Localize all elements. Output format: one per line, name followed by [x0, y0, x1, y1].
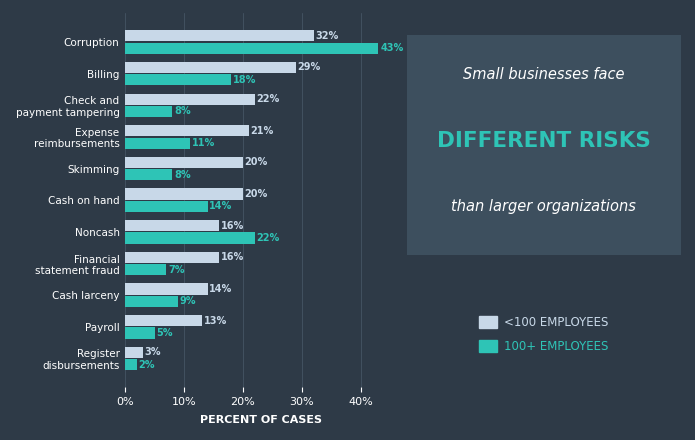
- Bar: [125, 347, 142, 358]
- Text: 8%: 8%: [174, 170, 190, 180]
- Bar: [125, 157, 243, 168]
- Bar: [125, 138, 190, 149]
- Text: 43%: 43%: [380, 43, 404, 53]
- Text: 5%: 5%: [156, 328, 173, 338]
- Bar: [125, 327, 154, 338]
- Bar: [125, 296, 178, 307]
- Bar: [125, 359, 137, 370]
- Text: than larger organizations: than larger organizations: [451, 199, 637, 214]
- Bar: [125, 125, 249, 136]
- Bar: [125, 30, 313, 41]
- Text: 29%: 29%: [297, 62, 321, 73]
- Text: 9%: 9%: [180, 297, 197, 306]
- Text: Small businesses face: Small businesses face: [463, 67, 625, 82]
- Text: 22%: 22%: [256, 233, 280, 243]
- Text: 18%: 18%: [233, 75, 256, 85]
- Bar: [125, 106, 172, 117]
- Text: 20%: 20%: [245, 189, 268, 199]
- Text: 20%: 20%: [245, 158, 268, 167]
- Text: 13%: 13%: [204, 315, 227, 326]
- Text: 14%: 14%: [209, 202, 233, 211]
- Bar: [125, 62, 296, 73]
- Bar: [125, 232, 255, 244]
- Text: DIFFERENT RISKS: DIFFERENT RISKS: [437, 131, 651, 151]
- Text: 11%: 11%: [192, 138, 215, 148]
- Text: 3%: 3%: [145, 347, 161, 357]
- Bar: [125, 201, 208, 212]
- Bar: [125, 264, 166, 275]
- Text: 8%: 8%: [174, 106, 190, 117]
- Bar: [125, 94, 255, 105]
- Bar: [125, 252, 220, 263]
- Bar: [125, 43, 379, 54]
- Bar: [125, 188, 243, 200]
- X-axis label: PERCENT OF CASES: PERCENT OF CASES: [199, 415, 322, 425]
- Text: 14%: 14%: [209, 284, 233, 294]
- Text: 16%: 16%: [221, 253, 245, 262]
- Bar: [125, 74, 231, 85]
- Bar: [125, 220, 220, 231]
- Text: 7%: 7%: [168, 265, 185, 275]
- Bar: [125, 283, 208, 294]
- Text: 16%: 16%: [221, 221, 245, 231]
- Bar: [125, 315, 202, 326]
- Text: 2%: 2%: [139, 359, 155, 370]
- Legend: <100 EMPLOYEES, 100+ EMPLOYEES: <100 EMPLOYEES, 100+ EMPLOYEES: [473, 310, 614, 359]
- Bar: [125, 169, 172, 180]
- Text: 22%: 22%: [256, 94, 280, 104]
- Text: 21%: 21%: [251, 126, 274, 136]
- Text: 32%: 32%: [316, 31, 338, 41]
